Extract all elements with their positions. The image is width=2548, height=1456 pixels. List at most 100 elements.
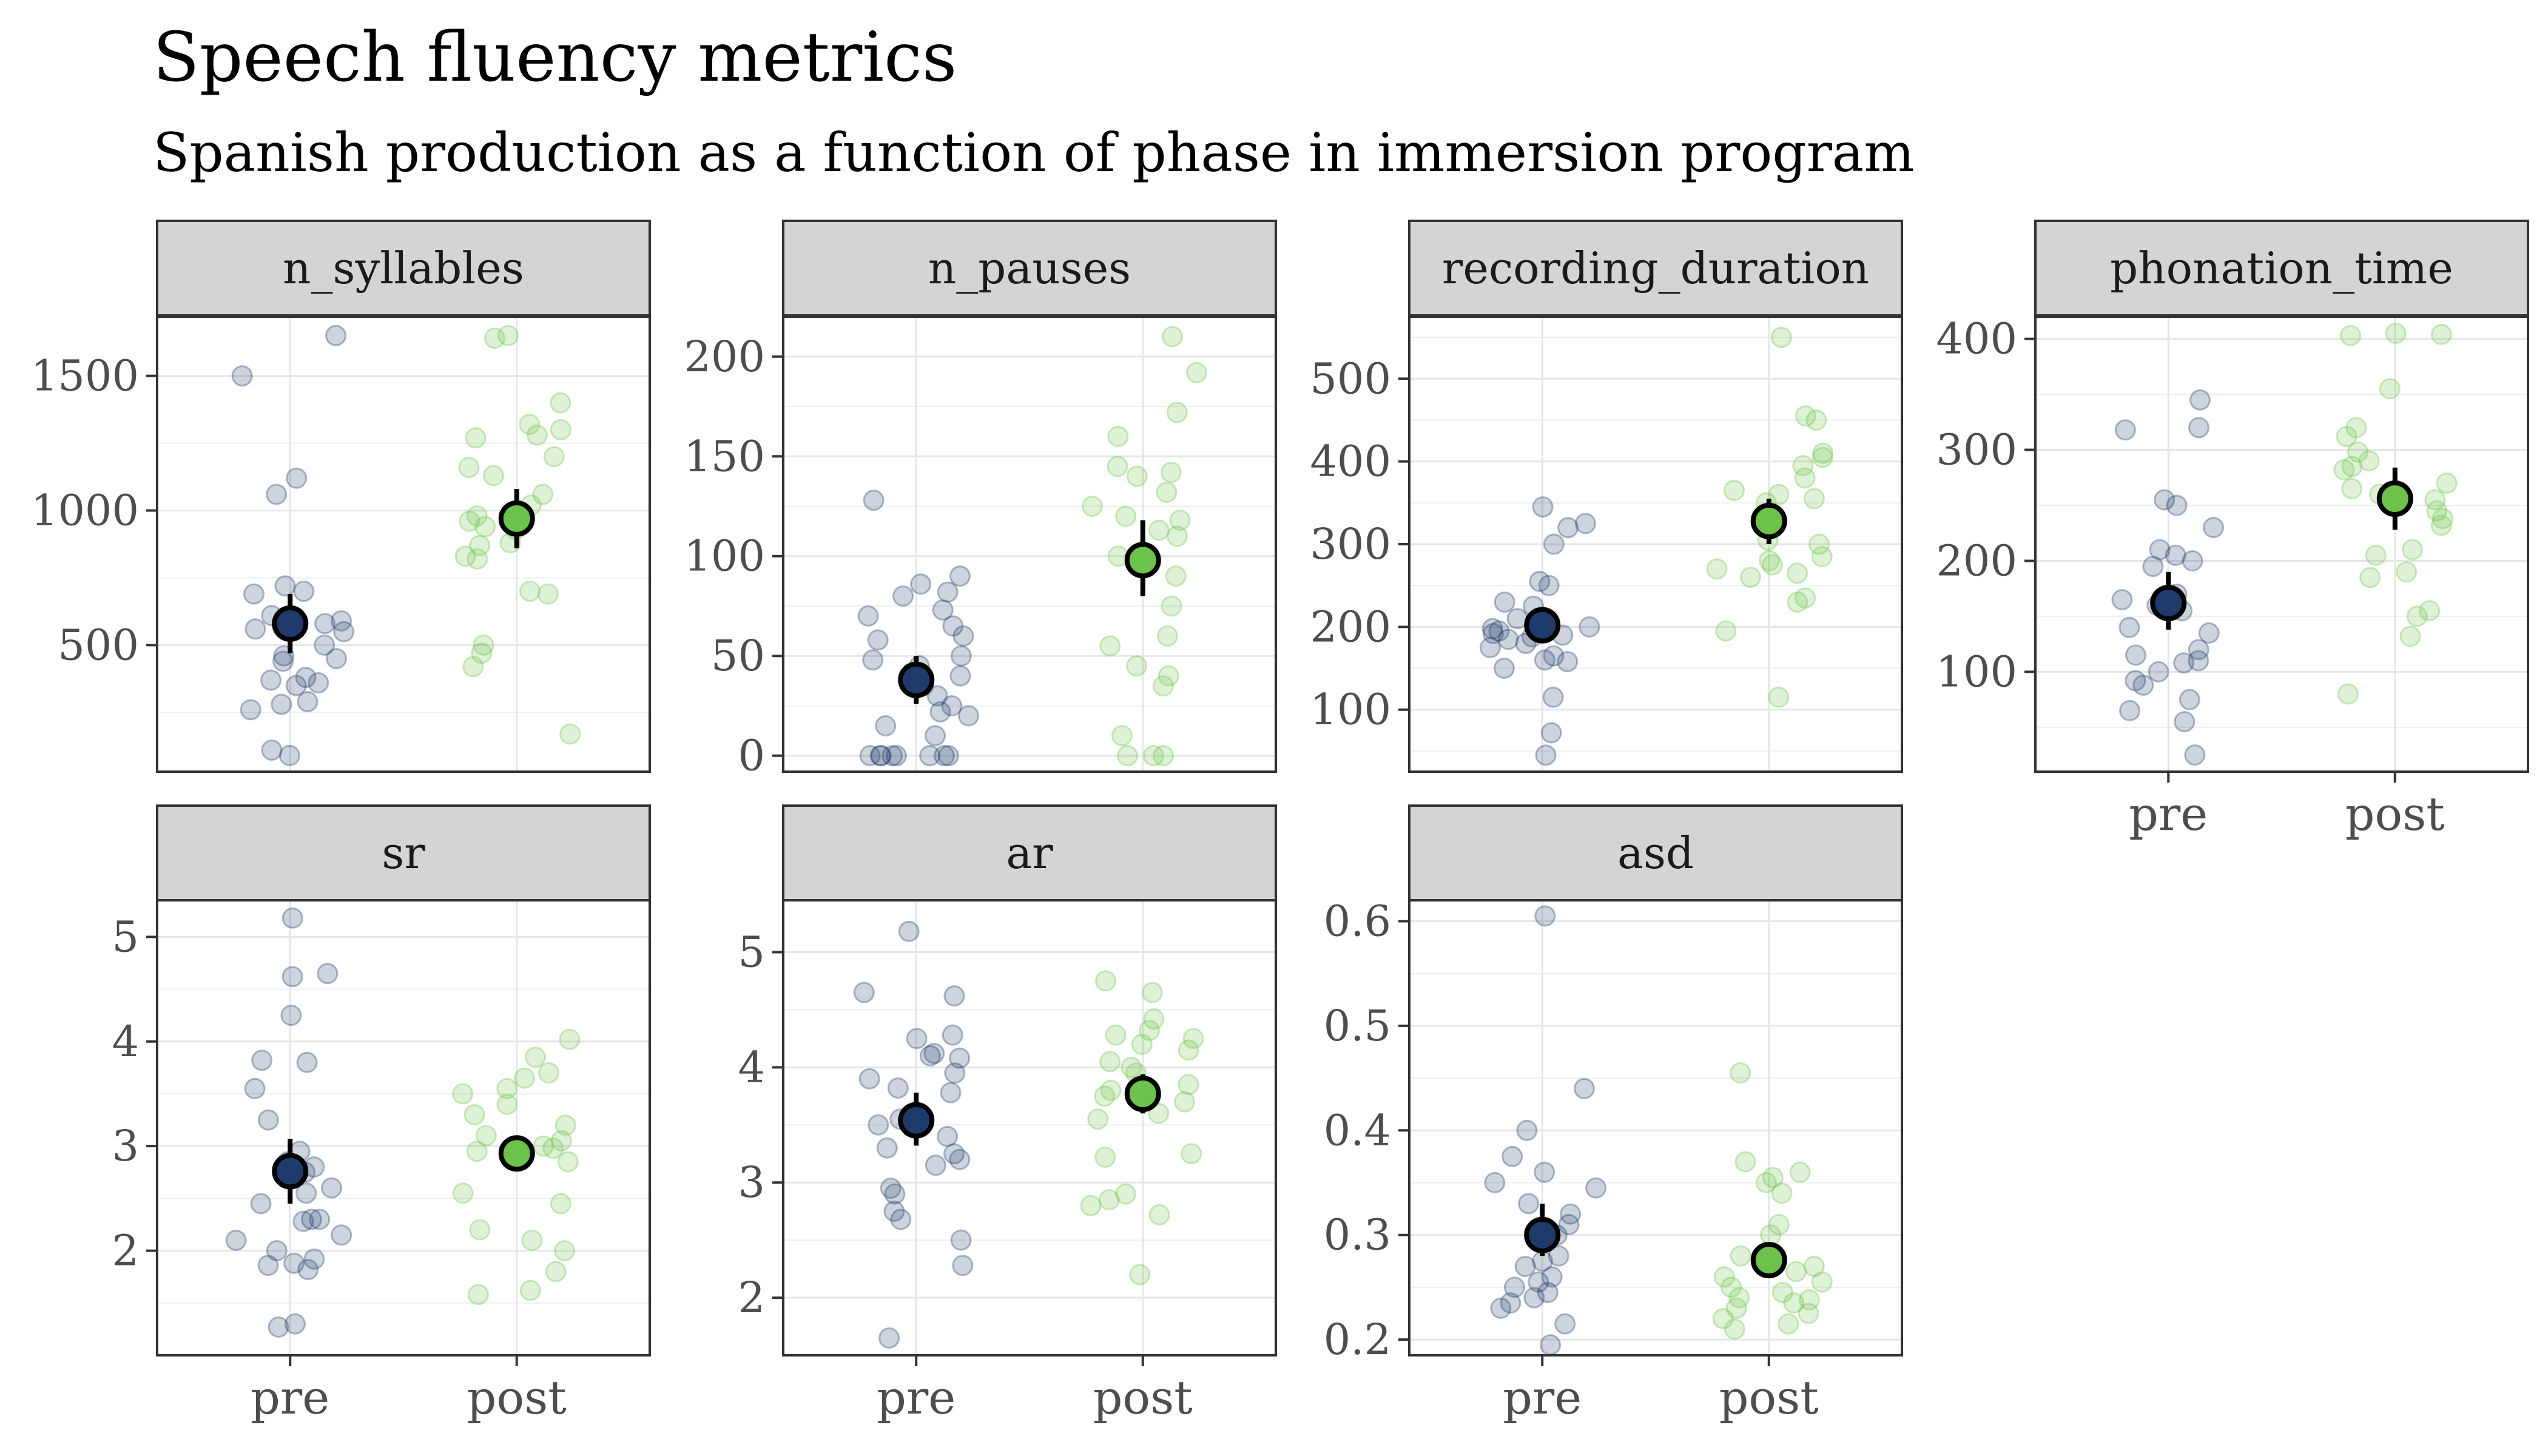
data-point-post <box>1138 1020 1160 1042</box>
y-tick-label: 5 <box>738 927 765 977</box>
data-point-post <box>2424 489 2446 511</box>
data-point-pre <box>2154 489 2176 511</box>
y-tick-label: 200 <box>684 332 765 382</box>
data-point-pre <box>286 467 308 489</box>
panel-background <box>783 317 1276 772</box>
data-point-post <box>538 1062 560 1084</box>
x-tick-label: pre <box>2129 787 2208 841</box>
data-point-post <box>545 1261 567 1282</box>
data-point-post <box>1158 665 1179 687</box>
data-point-pre <box>858 1068 880 1090</box>
y-tick-label: 0 <box>738 731 765 781</box>
data-point-post <box>1117 745 1139 767</box>
data-point-pre <box>923 1043 945 1065</box>
data-point-pre <box>863 490 885 511</box>
data-point-pre <box>1529 570 1551 592</box>
x-tick-label: post <box>467 1370 567 1424</box>
data-point-post <box>2419 600 2441 622</box>
data-point-pre <box>1534 905 1556 927</box>
y-tick-label: 1000 <box>31 486 139 536</box>
data-point-post <box>1098 1189 1120 1211</box>
data-point-pre <box>943 985 965 1007</box>
x-tick-label: post <box>1093 1370 1193 1424</box>
data-point-pre <box>1484 1172 1506 1194</box>
data-point-pre <box>944 1062 966 1084</box>
data-point-post <box>496 1077 518 1099</box>
x-tick-label: pre <box>1503 1370 1582 1424</box>
data-point-pre <box>949 565 971 587</box>
y-tick-label: 1500 <box>31 351 139 401</box>
y-tick-label: 400 <box>1936 314 2017 364</box>
data-point-post <box>463 1104 485 1125</box>
data-point-pre <box>314 634 335 656</box>
data-point-pre <box>1543 533 1565 555</box>
data-point-pre <box>1490 1297 1512 1319</box>
y-tick-label: 4 <box>738 1042 765 1092</box>
data-point-post <box>1778 1313 1799 1335</box>
data-point-post <box>2337 683 2359 705</box>
y-tick-label: 100 <box>684 531 765 581</box>
data-point-pre <box>293 581 315 602</box>
data-point-post <box>1178 1039 1199 1061</box>
data-point-pre <box>278 744 300 766</box>
data-point-pre <box>925 725 946 747</box>
data-point-post <box>1792 454 1814 476</box>
data-point-pre <box>1543 645 1565 667</box>
data-point-post <box>1783 1292 1805 1314</box>
data-point-pre <box>919 1045 941 1067</box>
data-point-post <box>2341 456 2363 477</box>
data-point-pre <box>2173 652 2195 674</box>
panel-background <box>2035 317 2528 772</box>
data-point-post <box>469 534 491 556</box>
data-point-post <box>467 548 488 570</box>
data-point-pre <box>937 745 959 767</box>
data-point-pre <box>1535 744 1557 766</box>
data-point-post <box>2385 322 2407 344</box>
data-point-pre <box>283 1252 305 1274</box>
data-point-post <box>2432 508 2453 530</box>
data-point-post <box>1761 554 1783 576</box>
data-point-post <box>1126 655 1148 677</box>
data-point-post <box>1153 745 1175 767</box>
y-tick-label: 0.3 <box>1324 1210 1391 1260</box>
data-point-pre <box>321 1177 343 1199</box>
data-point-pre <box>868 1114 889 1136</box>
data-point-pre <box>942 615 964 637</box>
data-point-pre <box>932 599 954 621</box>
y-tick-label: 50 <box>711 631 765 681</box>
data-point-post <box>1173 1091 1195 1113</box>
data-point-pre <box>1500 1292 1522 1314</box>
data-point-pre <box>1557 517 1579 539</box>
data-point-pre <box>244 1077 266 1099</box>
data-point-post <box>2396 561 2418 583</box>
chart-subtitle: Spanish production as a function of phas… <box>153 121 1915 184</box>
data-point-pre <box>1557 651 1579 673</box>
data-point-pre <box>1534 1161 1555 1183</box>
strip-background <box>782 220 1277 317</box>
data-point-post <box>1795 405 1816 427</box>
mean-point-pre <box>272 1153 309 1190</box>
y-tick-label: 200 <box>1936 536 2017 585</box>
data-point-pre <box>2118 616 2140 638</box>
data-point-pre <box>317 963 339 985</box>
data-point-post <box>1758 550 1780 571</box>
data-point-pre <box>929 701 951 723</box>
data-point-post <box>1126 465 1148 487</box>
data-point-post <box>542 1138 564 1159</box>
data-point-pre <box>1482 622 1504 644</box>
strip-label: n_pauses <box>928 243 1131 294</box>
data-point-post <box>2340 325 2362 346</box>
data-point-pre <box>2174 711 2196 733</box>
data-point-post <box>1094 1085 1116 1107</box>
data-point-post <box>496 1093 518 1115</box>
data-point-post <box>519 414 541 436</box>
data-point-post <box>1762 1167 1784 1188</box>
data-point-post <box>1087 1108 1109 1130</box>
data-point-pre <box>333 621 355 642</box>
data-point-post <box>1148 1204 1170 1225</box>
data-point-post <box>1099 635 1121 657</box>
data-point-pre <box>284 1313 306 1335</box>
data-point-post <box>471 642 493 664</box>
data-point-post <box>1771 1282 1793 1304</box>
